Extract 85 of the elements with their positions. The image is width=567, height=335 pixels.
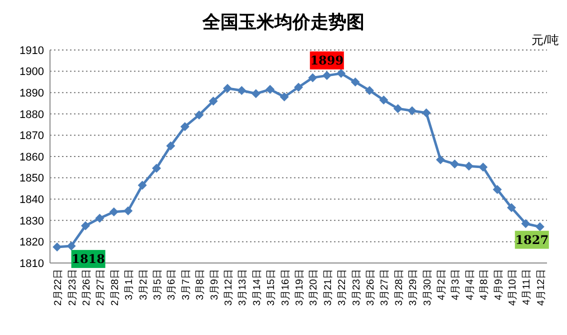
point	[138, 180, 147, 190]
y-tick-label: 1900	[20, 66, 44, 78]
x-tick-label: 3月2日	[138, 269, 150, 300]
point	[266, 84, 275, 94]
point	[379, 96, 388, 105]
point	[66, 241, 76, 250]
x-tick-label: 4月3日	[450, 269, 462, 300]
point	[237, 86, 246, 95]
point	[194, 110, 204, 120]
x-tick-label: 2月22日	[53, 269, 64, 306]
x-tick-label: 4月8日	[479, 269, 490, 300]
y-tick-label: 1810	[20, 258, 44, 270]
x-tick-label: 3月13日	[238, 269, 249, 306]
chart-title: 全国玉米均价走势图	[202, 12, 364, 33]
point	[223, 84, 232, 93]
y-axis-title: 元/吨	[532, 33, 559, 47]
point	[81, 221, 90, 230]
y-tick-label: 1850	[20, 172, 44, 185]
x-tick-label: 3月9日	[209, 269, 220, 300]
x-tick-label: 3月1日	[124, 269, 136, 300]
x-tick-label: 4月4日	[464, 269, 476, 300]
x-tick-label: 2月23日	[67, 269, 78, 306]
y-tick-label: 1860	[20, 151, 44, 164]
x-tick-label: 3月19日	[294, 269, 306, 306]
point	[152, 164, 161, 173]
x-tick-label: 3月12日	[224, 269, 234, 306]
x-tick-label: 3月26日	[366, 269, 376, 306]
x-tick-label: 3月21日	[322, 269, 334, 306]
point	[180, 122, 190, 132]
x-tick-label: 3月6日	[166, 269, 178, 300]
point	[109, 207, 118, 216]
x-tick-label: 2月28日	[110, 269, 121, 306]
point	[365, 86, 374, 95]
x-tick-label: 3月29日	[408, 269, 420, 306]
x-tick-label: 3月30日	[422, 269, 434, 306]
x-tick-label: 3月16日	[280, 269, 292, 306]
x-tick-label: 3月27日	[380, 269, 391, 306]
annotation: 1818	[72, 252, 106, 266]
point	[336, 68, 346, 78]
annotation: 1899	[310, 54, 344, 68]
point	[95, 214, 104, 223]
point	[492, 185, 502, 194]
point	[507, 203, 516, 212]
y-tick-label: 1890	[20, 87, 44, 100]
annotation: 1827	[515, 232, 549, 247]
x-tick-label: 4月2日	[436, 269, 448, 300]
x-tick-label: 3月7日	[180, 269, 192, 300]
y-tick-label: 1910	[20, 44, 44, 57]
point	[322, 71, 332, 80]
point	[166, 141, 176, 150]
point	[393, 104, 402, 114]
point	[450, 159, 460, 168]
x-tick-label: 3月22日	[337, 269, 348, 306]
y-tick-label: 1820	[20, 236, 44, 249]
x-tick-label: 3月28日	[394, 269, 405, 306]
x-tick-label: 3月8日	[195, 269, 206, 300]
y-tick-label: 1830	[20, 215, 44, 228]
point	[308, 73, 318, 82]
point	[251, 89, 260, 98]
point	[464, 162, 474, 171]
point	[280, 92, 289, 102]
point	[408, 106, 417, 116]
x-tick-label: 4月11日	[522, 269, 533, 305]
point	[208, 96, 218, 106]
x-tick-label: 2月27日	[96, 269, 107, 306]
x-tick-label: 3月23日	[351, 269, 362, 306]
point	[535, 222, 544, 232]
y-tick-label: 1840	[20, 194, 44, 206]
point	[124, 206, 133, 216]
point	[436, 155, 445, 164]
point	[294, 82, 303, 92]
point	[422, 108, 431, 118]
point	[350, 77, 360, 86]
x-tick-label: 3月15日	[266, 269, 278, 306]
x-tick-label: 4月12日	[536, 269, 547, 306]
x-tick-label: 2月26日	[82, 269, 92, 306]
y-tick-label: 1880	[20, 108, 44, 121]
y-tick-label: 1870	[20, 130, 44, 142]
x-tick-label: 3月5日	[152, 269, 164, 300]
x-tick-label: 3月20日	[308, 269, 320, 306]
x-tick-label: 4月10日	[508, 269, 518, 306]
x-tick-label: 3月14日	[252, 269, 263, 306]
point	[521, 219, 530, 228]
x-tick-label: 4月9日	[493, 269, 504, 300]
point	[478, 162, 488, 172]
